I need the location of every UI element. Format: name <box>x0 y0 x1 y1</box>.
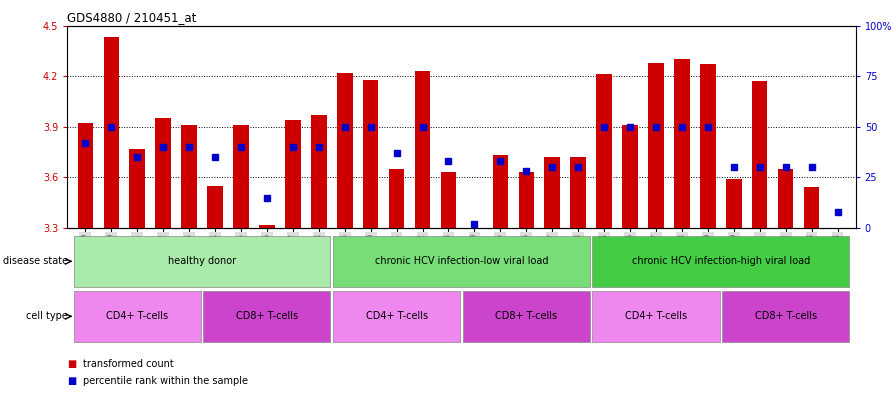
Bar <box>415 71 430 228</box>
Bar <box>203 291 331 342</box>
Bar <box>363 79 378 228</box>
Bar <box>311 115 326 228</box>
Bar <box>493 155 508 228</box>
Text: transformed count: transformed count <box>83 358 174 369</box>
Bar <box>333 291 461 342</box>
Bar <box>73 291 201 342</box>
Bar <box>674 59 690 228</box>
Bar <box>129 149 145 228</box>
Bar <box>285 120 301 228</box>
Bar <box>722 291 849 342</box>
Bar <box>104 37 119 228</box>
Text: disease state: disease state <box>3 256 68 266</box>
Text: chronic HCV infection-high viral load: chronic HCV infection-high viral load <box>632 256 810 266</box>
Text: ■: ■ <box>67 376 76 386</box>
Bar <box>648 62 664 228</box>
Text: GDS4880 / 210451_at: GDS4880 / 210451_at <box>67 11 196 24</box>
Text: CD8+ T-cells: CD8+ T-cells <box>754 311 817 321</box>
Bar <box>804 187 819 228</box>
Text: ■: ■ <box>67 358 76 369</box>
Bar <box>597 74 612 228</box>
Bar <box>778 169 794 228</box>
Bar <box>207 186 223 228</box>
Text: healthy donor: healthy donor <box>168 256 237 266</box>
Bar <box>259 224 275 228</box>
Bar <box>78 123 93 228</box>
Bar <box>726 179 742 228</box>
Text: percentile rank within the sample: percentile rank within the sample <box>83 376 248 386</box>
Bar <box>592 236 849 287</box>
Text: chronic HCV infection-low viral load: chronic HCV infection-low viral load <box>375 256 548 266</box>
Bar <box>519 172 534 228</box>
Text: CD4+ T-cells: CD4+ T-cells <box>625 311 687 321</box>
Text: CD4+ T-cells: CD4+ T-cells <box>106 311 168 321</box>
Bar <box>333 236 590 287</box>
Bar <box>155 118 171 228</box>
Bar <box>571 157 586 228</box>
Text: CD4+ T-cells: CD4+ T-cells <box>366 311 427 321</box>
Bar <box>73 236 331 287</box>
Bar <box>752 81 768 228</box>
Bar <box>389 169 404 228</box>
Text: cell type: cell type <box>26 311 68 321</box>
Text: CD8+ T-cells: CD8+ T-cells <box>495 311 557 321</box>
Bar <box>233 125 249 228</box>
Bar <box>700 64 716 228</box>
Bar <box>337 73 352 228</box>
Bar <box>441 172 456 228</box>
Bar <box>622 125 638 228</box>
Text: CD8+ T-cells: CD8+ T-cells <box>236 311 298 321</box>
Bar <box>592 291 719 342</box>
Bar <box>181 125 197 228</box>
Bar <box>545 157 560 228</box>
Bar <box>462 291 590 342</box>
